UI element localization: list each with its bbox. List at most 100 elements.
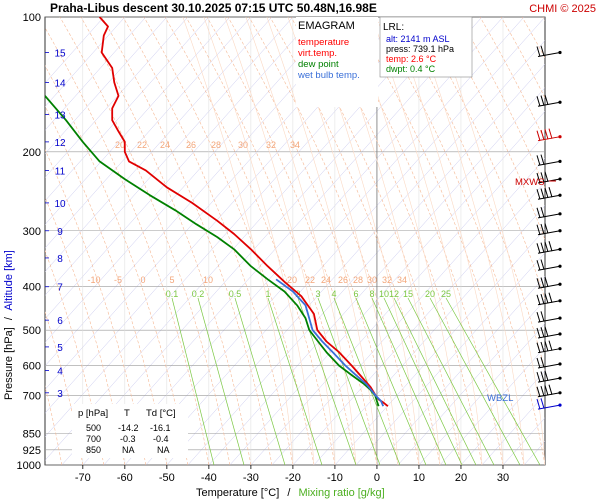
isotherm-line [45, 17, 168, 155]
ylabel-sep: / [3, 316, 15, 320]
isotherm-line [334, 228, 545, 465]
dry-adiabat-label: 5 [169, 275, 174, 285]
wind-barb [536, 187, 562, 200]
dry-adiabat [45, 196, 126, 465]
dry-adiabat-label: 34 [290, 140, 300, 150]
mixing-ratio-label: 0.5 [229, 289, 242, 299]
mixing-ratio-line [317, 297, 381, 465]
x-axis-label: Temperature [°C] / Mixing ratio [g/kg] [196, 487, 385, 499]
dry-adiabat-label: 32 [266, 140, 276, 150]
altitude-tick-label: 8 [57, 254, 63, 265]
dry-adiabat [59, 17, 231, 465]
legend-temperature: temperature [298, 37, 349, 48]
moist-adiabat [224, 17, 336, 465]
dry-adiabat-label: 26 [186, 140, 196, 150]
dry-adiabat [122, 17, 294, 465]
isotherm-line [587, 17, 600, 465]
isotherm-line [566, 17, 600, 465]
wind-barb [536, 311, 562, 323]
wind-barbs [536, 45, 562, 410]
dry-adiabat [500, 17, 545, 99]
isotherm-line [45, 17, 231, 225]
dry-adiabat [164, 17, 336, 465]
dry-adiabat [564, 17, 600, 465]
altitude-tick-label: 6 [57, 316, 63, 327]
isotherm-line [376, 275, 545, 465]
pressure-ticks: 100 200 300 400 500 600 700 850 925 1000 [17, 12, 41, 472]
legend-virt-temp: virt.temp. [298, 48, 337, 59]
dry-adiabat-label: 10 [203, 275, 213, 285]
isotherm-line [45, 17, 315, 320]
dry-adiabat [542, 17, 545, 21]
pressure-tick-label: 500 [23, 325, 41, 337]
mixing-ratio-line [171, 297, 215, 465]
lrl-dwpt: dwpt: 0.4 °C [386, 64, 436, 74]
dry-adiabat-label: 28 [211, 140, 221, 150]
mixing-ratio-label: 8 [369, 289, 374, 299]
isotherm-line [166, 40, 545, 465]
isotherm-line [439, 346, 545, 465]
isotherm-line [45, 17, 210, 202]
mixing-ratio-label: 4 [331, 289, 336, 299]
isotherm-line [397, 299, 545, 465]
table-cell: NA [122, 445, 135, 455]
xlabel-sep: / [287, 487, 291, 499]
dry-adiabat-label: 22 [305, 275, 315, 285]
series-wet-bulb-temp- [275, 278, 385, 407]
lrl-alt: alt: 2141 m ASL [386, 34, 450, 44]
wind-barb [536, 398, 562, 410]
svg-text:Pressure [hPa] / A: Pressure [hPa] / Altitude [km] [3, 250, 15, 400]
temp-tick-label: -60 [117, 472, 133, 484]
moist-adiabat [392, 17, 504, 465]
isotherm-line [103, 17, 504, 465]
wind-barb [536, 45, 562, 57]
table-cell: -14.2 [118, 423, 139, 433]
dry-adiabat-label: 30 [238, 140, 248, 150]
wind-barb [536, 357, 562, 369]
isotherm-line [355, 252, 545, 465]
mixing-ratio-label: 0.1 [166, 289, 179, 299]
pressure-tick-label: 100 [23, 12, 41, 24]
wind-barb [536, 206, 562, 219]
dry-adiabat [45, 105, 168, 465]
isotherm-line [45, 17, 189, 178]
legend-dew-point: dew point [298, 59, 339, 70]
dry-adiabat [45, 27, 210, 465]
isotherm-line [124, 17, 525, 465]
mixing-ratio-line [371, 297, 447, 465]
copyright: CHMI © 2025 [529, 3, 596, 15]
table-cell: 850 [86, 445, 101, 455]
dry-adiabat [45, 65, 189, 465]
mixing-ratio-label: 20 [425, 289, 435, 299]
wind-barb [536, 292, 562, 306]
wind-barb [536, 241, 562, 254]
dry-adiabat [101, 17, 273, 465]
isotherm-line [250, 134, 545, 465]
ylabel-pressure: Pressure [hPa] [3, 327, 15, 400]
altitude-tick-label: 13 [54, 110, 66, 121]
isotherm-line [145, 17, 545, 465]
mixing-ratio-line [445, 297, 541, 465]
pressure-tick-label: 925 [23, 445, 41, 457]
temp-tick-label: 30 [497, 472, 509, 484]
pressure-tick-label: 700 [23, 391, 41, 403]
altitude-tick-label: 12 [54, 138, 66, 149]
mixing-ratio-label: 0.2 [192, 289, 205, 299]
mixing-ratio-label: 3 [315, 289, 320, 299]
lrl-temp: temp: 2.6 °C [386, 54, 437, 64]
moist-adiabat [203, 17, 315, 465]
isotherm-line [61, 17, 462, 465]
isotherm-line [271, 158, 545, 465]
mixing-ratio-line [383, 297, 463, 465]
moist-adiabat [182, 17, 294, 465]
temp-tick-label: -10 [327, 472, 343, 484]
altitude-tick-label: 15 [54, 48, 66, 59]
temp-tick-label: 0 [374, 472, 380, 484]
mixing-ratio-label: 12 [389, 289, 399, 299]
dry-adiabat [585, 17, 600, 465]
dry-adiabat [206, 17, 378, 465]
wind-barb [536, 326, 562, 339]
moist-adiabat [371, 17, 483, 465]
dry-adiabat [437, 17, 545, 241]
